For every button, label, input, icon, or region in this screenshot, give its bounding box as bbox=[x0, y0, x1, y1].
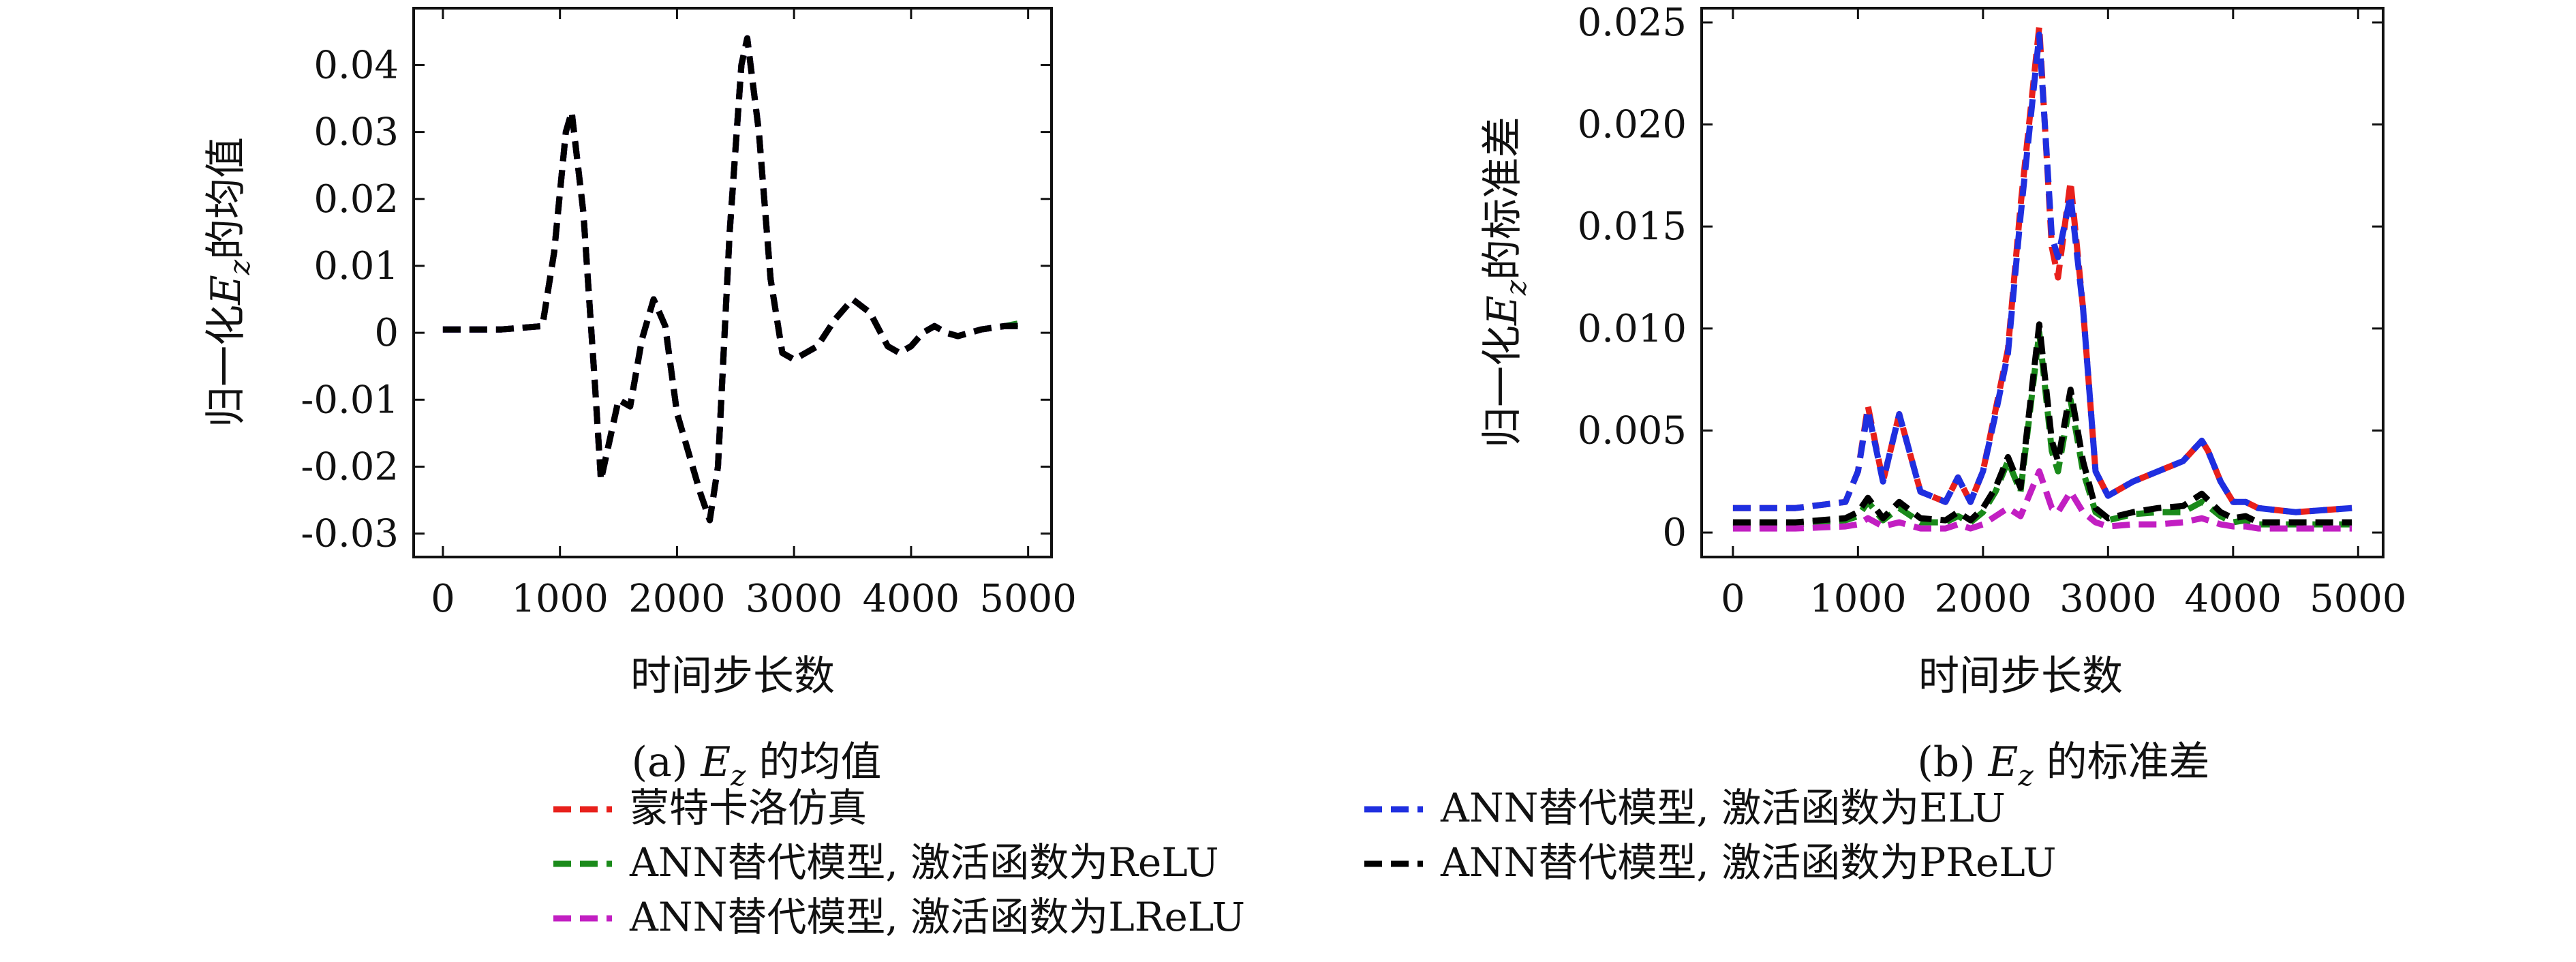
series-line-a-3 bbox=[442, 35, 1023, 524]
y-tick-label-a: 0.02 bbox=[313, 177, 399, 222]
y-tick-label-a: -0.03 bbox=[301, 512, 399, 556]
x-tick-label-b: 0 bbox=[1721, 577, 1745, 621]
y-axis-label-a: 归一化Ez的均值 bbox=[202, 137, 256, 427]
legend-label: ANN替代模型, 激活函数为ReLU bbox=[629, 839, 1218, 886]
y-tick-label-a: 0.03 bbox=[313, 110, 399, 155]
panel-b-std: 0 1000 2000 3000 4000 5000 0 0.005 0.010 0.015 0.0… bbox=[1479, 1, 2407, 792]
y-tick-label-b: 0.010 bbox=[1578, 307, 1687, 351]
legend-item-2: ANN替代模型, 激活函数为ReLU bbox=[553, 839, 1218, 886]
x-tick-label-b: 1000 bbox=[1809, 577, 1907, 621]
x-tick-label-a: 2000 bbox=[628, 577, 726, 621]
x-tick-label-a: 0 bbox=[431, 577, 455, 621]
y-axis-label-b: 归一化Ez的标准差 bbox=[1479, 117, 1533, 448]
x-tick-label-a: 3000 bbox=[746, 577, 843, 621]
y-tick-label-b: 0.015 bbox=[1578, 205, 1687, 249]
legend-item-4: ANN替代模型, 激活函数为LReLU bbox=[553, 894, 1245, 940]
legend-label: ANN替代模型, 激活函数为LReLU bbox=[629, 894, 1245, 940]
x-tick-label-a: 5000 bbox=[979, 577, 1077, 621]
series-line-a-0 bbox=[442, 35, 1023, 524]
x-tick-label-b: 5000 bbox=[2310, 577, 2407, 621]
series-a bbox=[442, 35, 1023, 524]
plot-frame-b bbox=[1700, 7, 2385, 558]
x-axis-label-a: 时间步长数 bbox=[630, 652, 835, 700]
legend-label: ANN替代模型, 激活函数为PReLU bbox=[1440, 839, 2057, 886]
legend-item-3: ANN替代模型, 激活函数为PReLU bbox=[1364, 839, 2057, 886]
series-line-b-3 bbox=[1732, 321, 2352, 526]
ticks-b: 0 1000 2000 3000 4000 5000 0 0.005 0.010 0.015 0.0… bbox=[1578, 1, 2407, 621]
series-line-b-2 bbox=[1732, 329, 2352, 528]
legend-label: ANN替代模型, 激活函数为ELU bbox=[1440, 785, 2006, 831]
y-tick-label-a: 0 bbox=[374, 311, 399, 355]
legend-item-1: ANN替代模型, 激活函数为ELU bbox=[1364, 785, 2006, 831]
y-tick-label-a: 0.01 bbox=[313, 244, 399, 288]
x-tick-label-a: 1000 bbox=[511, 577, 609, 621]
x-tick-label-b: 2000 bbox=[1935, 577, 2032, 621]
x-tick-label-b: 3000 bbox=[2059, 577, 2157, 621]
y-tick-label-a: -0.02 bbox=[301, 445, 399, 489]
series-line-a-2 bbox=[442, 35, 1023, 524]
caption-a: (a) Ez 的均值 bbox=[632, 738, 882, 792]
legend-item-0: 蒙特卡洛仿真 bbox=[553, 785, 867, 831]
series-line-b-4 bbox=[1732, 468, 2352, 532]
y-tick-label-b: 0.025 bbox=[1578, 1, 1687, 45]
x-tick-label-a: 4000 bbox=[863, 577, 960, 621]
series-line-b-1 bbox=[1732, 31, 2352, 515]
series-line-a-1 bbox=[442, 35, 1023, 524]
panel-a-mean: 0 1000 2000 3000 4000 5000 -0.03 -0.02 -0.01 0 0.0… bbox=[202, 7, 1077, 792]
series-line-a-4 bbox=[442, 35, 1023, 524]
y-tick-label-a: 0.04 bbox=[313, 43, 399, 87]
legend-label: 蒙特卡洛仿真 bbox=[630, 785, 867, 831]
series-b bbox=[1732, 23, 2352, 532]
y-tick-label-b: 0 bbox=[1662, 511, 1687, 555]
ticks-a: 0 1000 2000 3000 4000 5000 -0.03 -0.02 -0.01 0 0.0… bbox=[301, 8, 1077, 621]
y-tick-label-b: 0.005 bbox=[1578, 408, 1687, 453]
x-tick-label-b: 4000 bbox=[2185, 577, 2282, 621]
legend: 蒙特卡洛仿真 ANN替代模型, 激活函数为ELU ANN替代模型, 激活函数为ReL… bbox=[553, 785, 2057, 940]
caption-b: (b) Ez 的标准差 bbox=[1917, 738, 2209, 792]
plot-frame-a bbox=[412, 7, 1053, 558]
y-tick-label-b: 0.020 bbox=[1578, 103, 1687, 147]
x-axis-label-b: 时间步长数 bbox=[1918, 652, 2123, 700]
y-tick-label-a: -0.01 bbox=[301, 378, 399, 422]
